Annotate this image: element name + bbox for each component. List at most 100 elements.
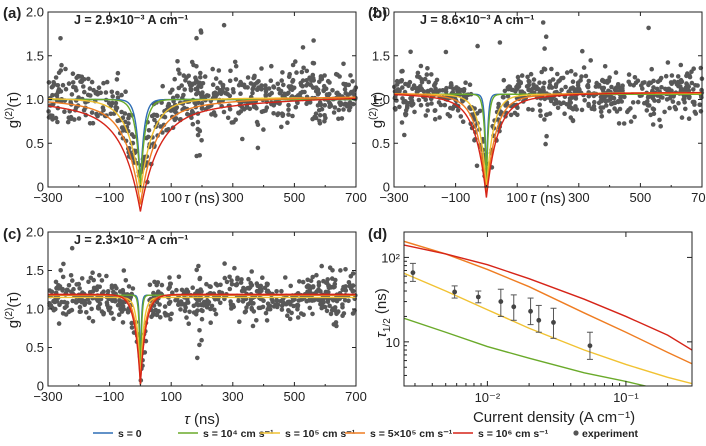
curve-series-3 bbox=[404, 244, 692, 351]
y-tick-label: 2.0 bbox=[26, 5, 44, 20]
x-tick-label: 10⁻² bbox=[475, 390, 501, 405]
experiment-point bbox=[249, 305, 254, 311]
experiment-point bbox=[154, 113, 160, 118]
experiment-point bbox=[555, 71, 560, 77]
curve-series-3 bbox=[47, 96, 357, 205]
experiment-point bbox=[86, 315, 92, 321]
experiment-point bbox=[287, 71, 293, 77]
experiment-point bbox=[645, 99, 650, 104]
experiment-point bbox=[158, 124, 163, 129]
experiment-point bbox=[667, 105, 672, 111]
experiment-point bbox=[95, 298, 101, 304]
experiment-point bbox=[286, 102, 291, 108]
experiment-point bbox=[628, 119, 634, 124]
experiment-point bbox=[350, 271, 356, 276]
experiment-point bbox=[104, 273, 109, 279]
experiment-point bbox=[683, 106, 688, 112]
experiment-point bbox=[87, 86, 93, 91]
experiment-point bbox=[208, 284, 213, 290]
experiment-point bbox=[108, 111, 114, 117]
xlabel-b: τ (ns) bbox=[530, 190, 566, 207]
experiment-point bbox=[316, 283, 322, 288]
experiment-point bbox=[692, 102, 697, 107]
experiment-point bbox=[187, 309, 192, 315]
y-tick-label: 2.0 bbox=[26, 225, 44, 240]
experiment-point bbox=[254, 288, 260, 294]
experiment-point bbox=[53, 306, 58, 312]
experiment-point bbox=[635, 99, 641, 105]
experiment-point bbox=[76, 116, 82, 121]
curve-series-3 bbox=[48, 294, 356, 385]
experiment-point bbox=[425, 108, 431, 113]
axes-a: −300 −100 100 300 500 700 0 0.5 1.0 1.5 2.0 bbox=[26, 5, 367, 212]
experiment-point bbox=[286, 308, 292, 314]
experiment-point bbox=[228, 299, 233, 304]
experiment-point bbox=[235, 275, 240, 281]
experiment-point bbox=[600, 77, 605, 83]
experiment-point bbox=[304, 284, 310, 290]
experiment-point bbox=[198, 75, 203, 80]
experiment-point bbox=[650, 106, 656, 111]
experiment-point bbox=[314, 289, 320, 294]
experiment-point bbox=[658, 124, 663, 129]
experiment-point bbox=[91, 277, 96, 283]
experiment-point bbox=[620, 86, 625, 91]
experiment-point bbox=[593, 84, 599, 89]
experiment-point bbox=[195, 132, 201, 138]
experiment-point bbox=[120, 320, 126, 325]
experiment-point bbox=[157, 302, 162, 307]
experiment-point bbox=[397, 88, 402, 93]
experiment-point bbox=[509, 87, 514, 92]
experiment-point bbox=[69, 92, 75, 97]
experiment-point bbox=[256, 305, 262, 311]
experiment-point bbox=[181, 92, 186, 98]
experiment-point bbox=[611, 95, 617, 101]
experiment-point bbox=[685, 71, 690, 76]
experiment-point bbox=[302, 89, 307, 95]
experiment-point bbox=[194, 297, 200, 302]
experiment-point bbox=[266, 86, 272, 91]
axes-b: −300 −100 100 300 500 700 0 0.5 1.0 1.5 2.0 bbox=[372, 5, 706, 206]
experiment-point bbox=[53, 115, 59, 121]
experiment-point bbox=[657, 117, 662, 123]
experiment-point bbox=[53, 279, 59, 285]
experiment-point bbox=[500, 94, 506, 100]
experiment-point bbox=[604, 103, 609, 108]
experiment-point bbox=[695, 83, 700, 88]
xlabel-a: τ (ns) bbox=[184, 190, 220, 207]
experiment-point bbox=[194, 35, 199, 41]
x-tick-label: 10⁻¹ bbox=[613, 390, 639, 405]
experiment-point bbox=[64, 300, 70, 306]
experiment-point bbox=[227, 78, 233, 84]
experiment-point bbox=[129, 132, 135, 137]
experiment-point bbox=[56, 321, 62, 326]
experiment-point bbox=[199, 101, 205, 106]
experiment-point bbox=[268, 78, 274, 83]
experiment-point bbox=[198, 70, 203, 76]
experiment-point bbox=[68, 273, 74, 278]
experiment-point bbox=[199, 289, 204, 294]
experiment-point bbox=[58, 268, 63, 273]
experiment-point bbox=[210, 66, 215, 72]
experiment-point bbox=[437, 115, 442, 120]
experiment-point bbox=[669, 73, 675, 78]
y-tick-label: 0.5 bbox=[26, 136, 44, 151]
experiment-point bbox=[336, 116, 341, 122]
experiment-point bbox=[126, 284, 132, 289]
curve-series-4 bbox=[48, 293, 356, 385]
experiment-point bbox=[429, 101, 434, 106]
experiment-point bbox=[317, 121, 323, 126]
experiment-point bbox=[304, 78, 310, 83]
experiment-point bbox=[260, 275, 265, 281]
experiment-point bbox=[218, 300, 223, 306]
experiment-point bbox=[612, 87, 618, 92]
curve-series-2 bbox=[48, 296, 356, 385]
panel-label-b: (b) bbox=[368, 5, 387, 22]
experiment-point bbox=[240, 299, 246, 304]
experiment-point bbox=[308, 82, 314, 88]
x-tick-label: 500 bbox=[284, 389, 306, 404]
experiment-point bbox=[300, 279, 306, 285]
experiment-point bbox=[418, 84, 423, 89]
experiment-point bbox=[570, 79, 576, 84]
experiment-point bbox=[233, 63, 239, 69]
